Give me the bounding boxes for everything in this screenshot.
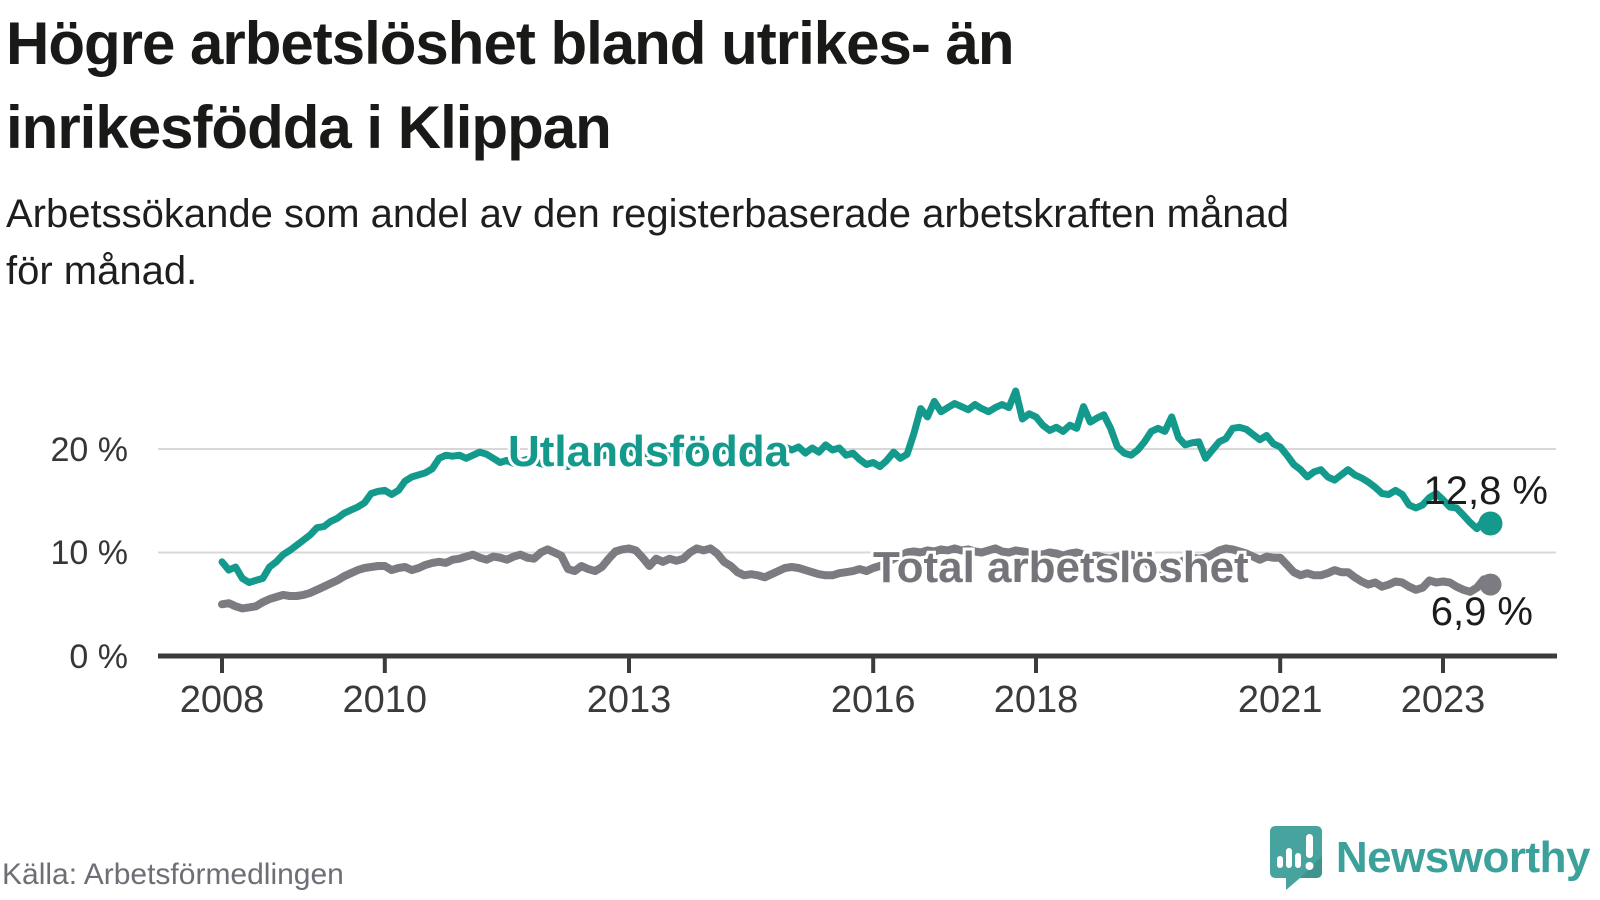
x-tick-label-2016: 2016: [831, 679, 916, 721]
y-tick-label-0: 0 %: [69, 638, 128, 676]
end-value-label-utlandsfodda: 12,8 %: [1423, 469, 1548, 513]
series-end-dot-utlandsfodda: [1478, 511, 1503, 536]
chart-subtitle: Arbetssökande som andel av den registerb…: [6, 186, 1566, 300]
end-value-label-total: 6,9 %: [1431, 590, 1533, 634]
x-axis-ticks: [220, 658, 1445, 673]
title-line-1: Högre arbetslöshet bland utrikes- än: [6, 10, 1015, 77]
newsworthy-logo-icon: [1269, 826, 1322, 890]
series-label-utlandsfodda: Utlandsfödda: [508, 427, 790, 476]
x-tick-label-2023: 2023: [1401, 679, 1486, 721]
x-tick-label-2010: 2010: [343, 679, 428, 721]
newsworthy-brand: Newsworthy: [1269, 826, 1591, 890]
x-tick-label-2021: 2021: [1238, 679, 1323, 721]
source-note: Källa: Arbetsförmedlingen: [2, 858, 344, 891]
x-tick-label-2018: 2018: [994, 679, 1079, 721]
y-tick-label-20: 20 %: [51, 431, 129, 469]
series-line-utlandsfodda: [218, 387, 1494, 586]
series-end-dot-total: [1479, 573, 1502, 596]
x-tick-label-2008: 2008: [180, 679, 265, 721]
page-title: Högre arbetslöshet bland utrikes- än inr…: [6, 2, 1406, 170]
newsworthy-brand-text: Newsworthy: [1335, 833, 1591, 882]
series-label-total: Total arbetslöshet: [873, 543, 1249, 592]
subtitle-line-1: Arbetssökande som andel av den registerb…: [6, 192, 1289, 236]
title-line-2: inrikesfödda i Klippan: [6, 94, 612, 161]
x-tick-label-2013: 2013: [587, 679, 672, 721]
series-line-total: [218, 544, 1495, 613]
subtitle-line-2: för månad.: [6, 249, 198, 293]
y-tick-label-10: 10 %: [51, 534, 129, 572]
